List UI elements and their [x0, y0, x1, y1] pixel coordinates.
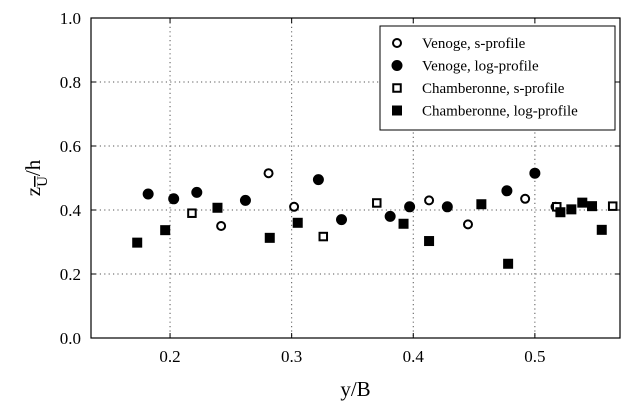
- data-point-square-filled: [587, 201, 598, 212]
- data-point-square-filled: [264, 232, 275, 243]
- data-point-square-open: [607, 201, 618, 211]
- data-point-square-filled: [424, 236, 435, 247]
- data-point-circle-filled: [529, 167, 541, 179]
- y-tick-label: 0.0: [60, 329, 81, 348]
- data-point-circle-filled: [384, 210, 396, 222]
- x-tick-label: 0.5: [524, 347, 545, 366]
- legend-label: Venoge, s-profile: [422, 36, 526, 52]
- data-point-square-open: [187, 208, 197, 218]
- series-circle-filled: [142, 167, 541, 226]
- data-point-square-filled: [476, 199, 487, 210]
- data-point-square-filled: [212, 202, 223, 213]
- data-point-circle-open: [216, 221, 227, 231]
- y-tick-label: 0.2: [60, 265, 81, 284]
- plot-frame: [90, 17, 621, 339]
- data-point-square-open: [318, 231, 329, 242]
- series-square-filled: [132, 197, 607, 269]
- x-tick-label: 0.3: [281, 347, 302, 366]
- legend-marker-circle-filled: [391, 60, 403, 71]
- data-point-circle-filled: [239, 194, 251, 206]
- legend-marker-square-filled: [392, 105, 402, 116]
- legend-box: [379, 25, 616, 131]
- y-axis-label-suffix: /h: [21, 159, 45, 176]
- x-tick-label: 0.2: [159, 347, 180, 366]
- series-square-open: [187, 198, 618, 242]
- data-point-circle-open: [263, 168, 274, 179]
- legend-marker-square-open: [392, 83, 402, 93]
- data-point-circle-open: [520, 193, 531, 204]
- data-point-square-filled: [132, 237, 143, 248]
- data-points: [132, 167, 618, 269]
- data-point-square-filled: [596, 224, 607, 235]
- legend-label: Chamberonne, log-profile: [422, 104, 578, 120]
- data-point-circle-filled: [168, 193, 180, 205]
- y-axis-label: zU/h: [21, 159, 51, 196]
- data-point-circle-filled: [501, 185, 513, 197]
- data-point-circle-filled: [312, 174, 324, 186]
- data-point-circle-open: [462, 219, 473, 230]
- x-tick-label: 0.4: [403, 347, 425, 366]
- y-tick-label: 0.8: [60, 73, 81, 92]
- legend-label: Chamberonne, s-profile: [422, 81, 565, 97]
- axis-ticks: 0.0 0.2 0.4 0.6 0.8 1.0 0.2 0.3 0.4 0.5: [60, 9, 620, 366]
- data-point-circle-filled: [441, 201, 453, 213]
- data-point-square-filled: [503, 258, 514, 269]
- data-point-square-open: [372, 198, 382, 208]
- data-point-square-filled: [566, 204, 577, 215]
- data-point-circle-filled: [404, 201, 416, 213]
- y-axis-label-subscript: U: [35, 176, 51, 187]
- y-tick-label: 0.4: [60, 201, 82, 220]
- legend-marker-circle-open: [392, 38, 402, 48]
- y-axis-label-base: z: [21, 187, 45, 196]
- data-point-square-filled: [577, 197, 588, 208]
- y-tick-label: 1.0: [60, 9, 81, 28]
- x-axis-label: y/B: [340, 377, 370, 401]
- legend: Venoge, s-profile Venoge, log-profile Cham…: [379, 25, 616, 131]
- data-point-square-filled: [160, 225, 171, 236]
- data-point-circle-filled: [336, 214, 348, 226]
- data-point-square-filled: [555, 207, 566, 218]
- data-point-circle-filled: [142, 188, 154, 200]
- y-tick-label: 0.6: [60, 137, 81, 156]
- legend-label: Venoge, log-profile: [422, 59, 539, 75]
- data-point-square-filled: [398, 218, 409, 229]
- data-point-circle-open: [289, 201, 300, 212]
- data-point-circle-filled: [191, 186, 203, 198]
- data-point-square-filled: [292, 217, 303, 228]
- data-point-circle-open: [424, 195, 435, 206]
